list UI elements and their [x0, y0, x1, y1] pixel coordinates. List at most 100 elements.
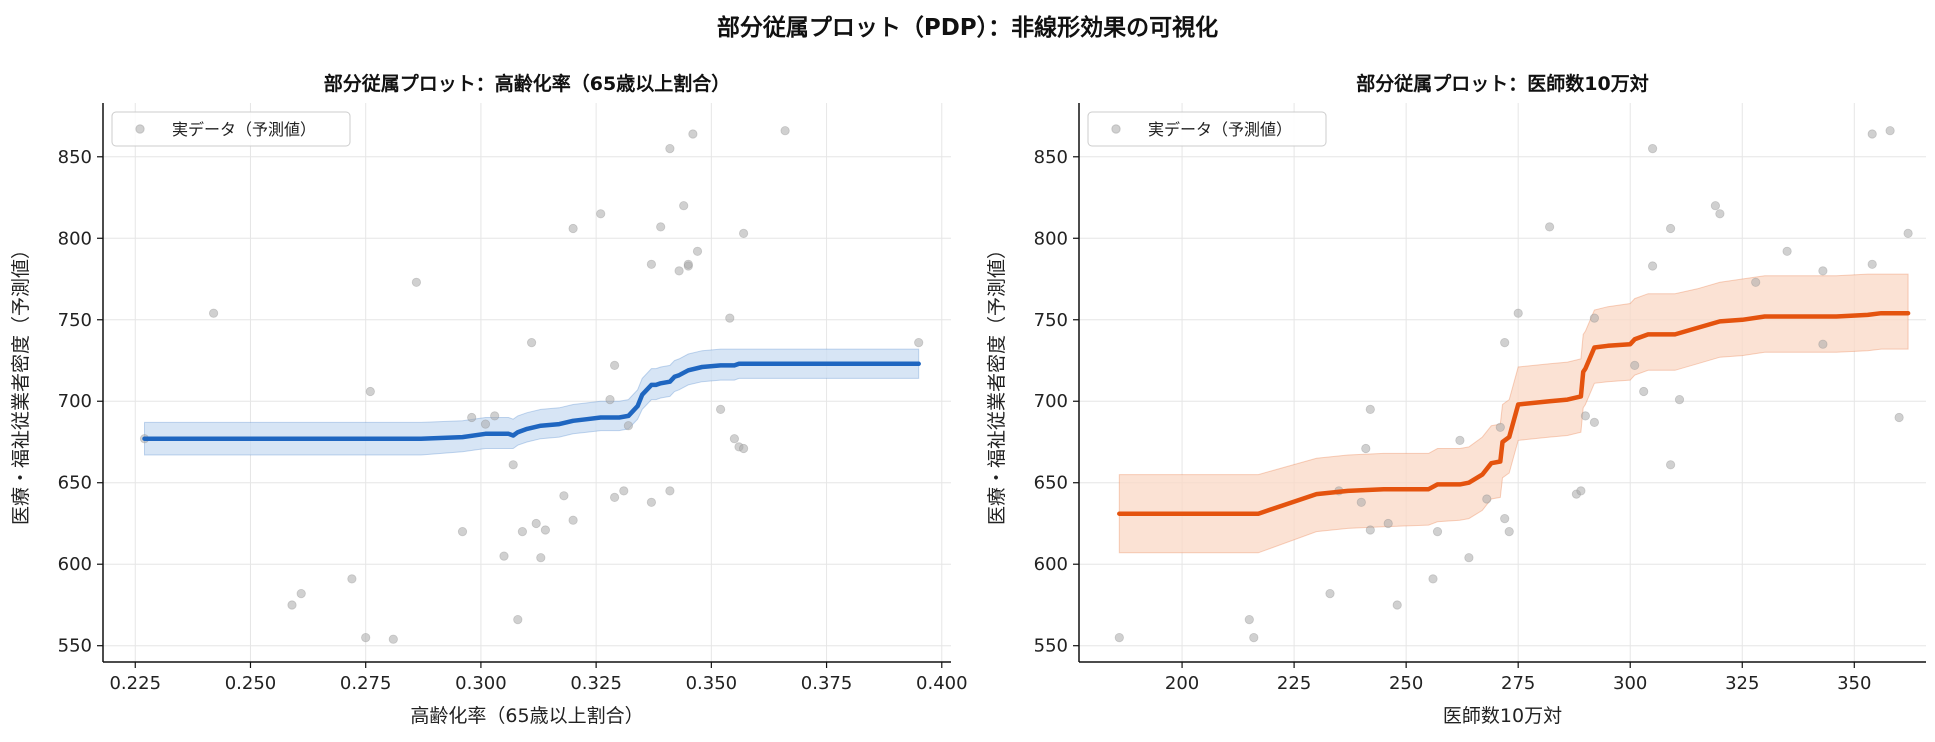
- data-point: [1589, 417, 1600, 427]
- subplot-2: 200 225 250 275 300 325 350 550 600 650 700 750 800 8…: [986, 72, 1926, 727]
- data-point: [1513, 308, 1523, 318]
- data-point: [1589, 313, 1600, 323]
- x-tick-label: 0.250: [225, 673, 277, 694]
- subplot-title: 部分従属プロット：医師数10万対: [1356, 72, 1648, 95]
- data-point: [609, 492, 620, 502]
- data-point: [1648, 261, 1658, 271]
- data-point: [508, 460, 518, 470]
- pdp-line: [142, 361, 921, 441]
- data-point: [1464, 553, 1474, 563]
- data-point: [683, 259, 693, 269]
- y-tick-label: 550: [58, 636, 92, 657]
- data-point: [1495, 422, 1505, 432]
- data-point: [715, 404, 726, 414]
- data-point: [605, 394, 615, 405]
- data-point: [1818, 266, 1828, 276]
- y-tick-label: 850: [1034, 147, 1068, 168]
- data-point: [688, 129, 698, 139]
- y-tick-label: 750: [1034, 310, 1068, 331]
- data-point: [361, 632, 371, 643]
- data-point: [1500, 337, 1510, 348]
- data-point: [1356, 497, 1366, 507]
- data-point: [1867, 259, 1877, 269]
- data-point: [1365, 404, 1375, 414]
- y-tick-label: 800: [58, 228, 92, 249]
- y-tick-label: 600: [58, 554, 92, 575]
- data-point: [646, 497, 657, 507]
- legend-box: [1087, 111, 1327, 147]
- data-point: [1666, 460, 1676, 470]
- data-point: [1576, 486, 1586, 496]
- data-point: [568, 515, 578, 525]
- y-tick-label: 750: [58, 310, 92, 331]
- data-point: [1710, 201, 1721, 211]
- data-point: [513, 614, 523, 625]
- data-point: [1114, 632, 1124, 643]
- data-point: [619, 486, 629, 496]
- x-tick-label: 300: [1613, 673, 1647, 694]
- y-tick-label: 650: [1034, 473, 1068, 494]
- data-point: [1249, 632, 1259, 643]
- y-tick-label: 650: [58, 473, 92, 494]
- subplot-1: 0.225 0.250 0.275 0.300 0.325 0.350 0.375 0.400…: [10, 72, 968, 727]
- x-tick-label: 325: [1725, 673, 1759, 694]
- data-point: [1818, 339, 1828, 349]
- data-point: [540, 525, 551, 535]
- x-tick-label: 225: [1277, 673, 1311, 694]
- y-tick-label: 550: [1034, 636, 1068, 657]
- data-point: [1666, 223, 1676, 234]
- data-point: [665, 144, 675, 154]
- x-tick-label: 275: [1501, 673, 1535, 694]
- data-point: [1383, 518, 1393, 529]
- data-point: [1580, 411, 1591, 421]
- data-point: [729, 434, 740, 444]
- x-tick-label: 0.275: [340, 673, 392, 694]
- x-tick-label: 200: [1165, 673, 1199, 694]
- data-point: [914, 337, 924, 348]
- data-point: [568, 223, 578, 234]
- legend: 実データ（予測値）: [111, 111, 351, 147]
- data-point: [674, 266, 684, 276]
- legend-box: [111, 111, 351, 147]
- data-point: [1782, 246, 1792, 256]
- pdp-confidence-band: [144, 348, 920, 456]
- data-point: [499, 551, 509, 561]
- data-point: [1428, 574, 1438, 584]
- x-axis-label: 医師数10万対: [1443, 705, 1562, 727]
- legend-marker: [135, 124, 145, 134]
- data-point: [679, 201, 689, 211]
- data-point: [1365, 525, 1375, 535]
- legend: 実データ（予測値）: [1087, 111, 1327, 147]
- subplot-title: 部分従属プロット：高齢化率（65歳以上割合）: [324, 72, 730, 95]
- data-point: [1894, 412, 1904, 423]
- y-tick-label: 800: [1034, 228, 1068, 249]
- data-point: [665, 486, 675, 496]
- data-point: [725, 313, 735, 323]
- legend-marker: [1111, 124, 1121, 134]
- x-tick-label: 350: [1837, 673, 1871, 694]
- data-point: [1903, 228, 1913, 238]
- y-tick-label: 700: [58, 391, 92, 412]
- y-axis-label: 医療・福祉従業者密度（予測値）: [10, 240, 32, 525]
- x-axis-label: 高齢化率（65歳以上割合）: [410, 705, 643, 727]
- data-point: [347, 574, 357, 584]
- pdp-line: [1117, 310, 1911, 516]
- data-point: [1751, 277, 1761, 287]
- data-point: [1504, 526, 1514, 537]
- data-point: [692, 246, 703, 256]
- data-point: [490, 411, 500, 421]
- x-tick-label: 0.375: [801, 673, 853, 694]
- data-point: [1500, 513, 1510, 524]
- data-point: [1545, 222, 1555, 232]
- y-tick-label: 850: [58, 147, 92, 168]
- data-point: [646, 259, 657, 269]
- data-point: [411, 277, 421, 287]
- y-tick-label: 600: [1034, 554, 1068, 575]
- data-point: [559, 491, 569, 501]
- data-point: [480, 419, 491, 429]
- data-point: [365, 386, 375, 397]
- x-tick-label: 0.300: [455, 673, 507, 694]
- data-point: [388, 634, 398, 644]
- data-point: [1630, 360, 1640, 370]
